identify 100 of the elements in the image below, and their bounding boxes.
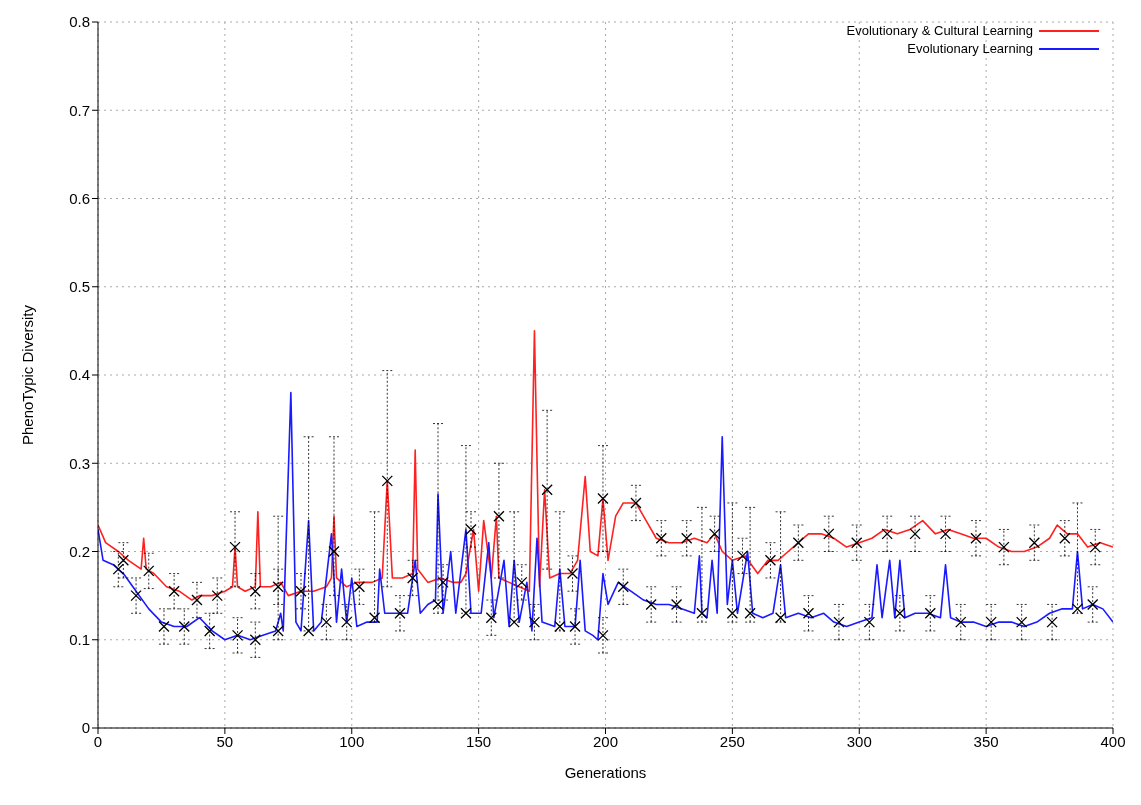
point	[465, 523, 477, 536]
legend-label: Evolutionary Learning	[907, 40, 1033, 58]
point	[833, 616, 845, 628]
x-tick-label: 300	[846, 732, 872, 750]
y-axis-title: PhenoTypic Diversity	[19, 304, 37, 446]
point	[894, 607, 906, 619]
point	[655, 532, 667, 544]
point	[249, 585, 261, 597]
x-tick-label: 100	[339, 732, 365, 750]
point	[368, 612, 381, 624]
point	[112, 563, 124, 575]
point	[566, 567, 579, 580]
y-tick-label: 0.8	[69, 13, 90, 31]
y-tick-label: 0.5	[69, 278, 90, 296]
y-tick-label: 0.2	[69, 542, 90, 560]
point	[970, 532, 982, 544]
point	[670, 598, 683, 611]
point	[708, 528, 721, 540]
point	[792, 537, 804, 549]
point	[158, 620, 170, 633]
point	[863, 616, 876, 628]
point	[681, 532, 693, 544]
point	[320, 616, 333, 628]
point	[597, 629, 609, 641]
point	[630, 497, 642, 509]
line-series	[98, 391, 1113, 641]
y-tick-label: 0.6	[69, 189, 90, 207]
point	[1028, 537, 1040, 549]
point	[168, 585, 180, 597]
y-tick-label: 0.4	[69, 366, 90, 384]
x-tick-label: 150	[466, 732, 492, 750]
point	[295, 585, 307, 597]
y-tick-label: 0.1	[69, 631, 90, 649]
point	[407, 572, 419, 584]
point	[528, 616, 541, 628]
point	[851, 537, 863, 549]
point	[774, 612, 787, 624]
point	[764, 554, 777, 566]
point	[541, 484, 553, 496]
point	[143, 565, 155, 577]
point	[328, 545, 340, 558]
point	[939, 528, 952, 540]
point	[341, 616, 353, 628]
point	[353, 581, 366, 593]
point	[1089, 541, 1101, 553]
point	[924, 607, 936, 619]
point	[645, 598, 657, 611]
point	[1046, 616, 1058, 628]
point	[516, 576, 528, 589]
point	[211, 589, 223, 602]
point	[460, 607, 472, 619]
x-tick-label: 350	[973, 732, 999, 750]
point	[381, 475, 393, 487]
y-tick-label: 0.3	[69, 454, 90, 472]
point	[178, 620, 190, 633]
point	[1071, 603, 1084, 615]
point	[485, 612, 497, 624]
point	[117, 554, 130, 566]
point	[493, 510, 505, 522]
point	[272, 581, 284, 593]
point	[744, 607, 756, 619]
point	[617, 581, 629, 593]
x-tick-label: 400	[1100, 732, 1126, 750]
point	[597, 492, 609, 505]
point	[802, 607, 815, 619]
point	[696, 607, 708, 619]
y-tick-label: 0	[81, 719, 90, 737]
point	[1016, 616, 1028, 628]
point	[736, 550, 749, 562]
x-tick-label: 0	[93, 732, 103, 750]
point	[909, 528, 921, 540]
point	[985, 616, 997, 628]
x-tick-label: 200	[592, 732, 619, 750]
point	[437, 576, 449, 589]
point	[302, 625, 315, 637]
point	[272, 625, 284, 637]
point	[726, 607, 739, 619]
legend-label: Evolutionary & Cultural Learning	[846, 22, 1033, 40]
point	[1059, 532, 1071, 544]
point	[1087, 598, 1099, 611]
point	[432, 598, 444, 611]
y-tick-label: 0.7	[69, 101, 90, 119]
point	[569, 620, 581, 633]
point	[231, 629, 244, 641]
point	[508, 616, 520, 628]
point	[394, 607, 406, 619]
point	[130, 589, 142, 602]
x-tick-label: 50	[216, 732, 234, 750]
point	[191, 594, 203, 606]
point	[881, 528, 893, 540]
x-axis-title: Generations	[564, 764, 647, 781]
point	[823, 528, 835, 540]
line-series	[98, 330, 1113, 601]
point	[229, 541, 241, 553]
point	[955, 616, 967, 628]
point	[998, 541, 1010, 553]
x-tick-label: 250	[719, 732, 745, 750]
point	[204, 625, 216, 637]
point	[249, 634, 261, 646]
point	[554, 620, 566, 633]
